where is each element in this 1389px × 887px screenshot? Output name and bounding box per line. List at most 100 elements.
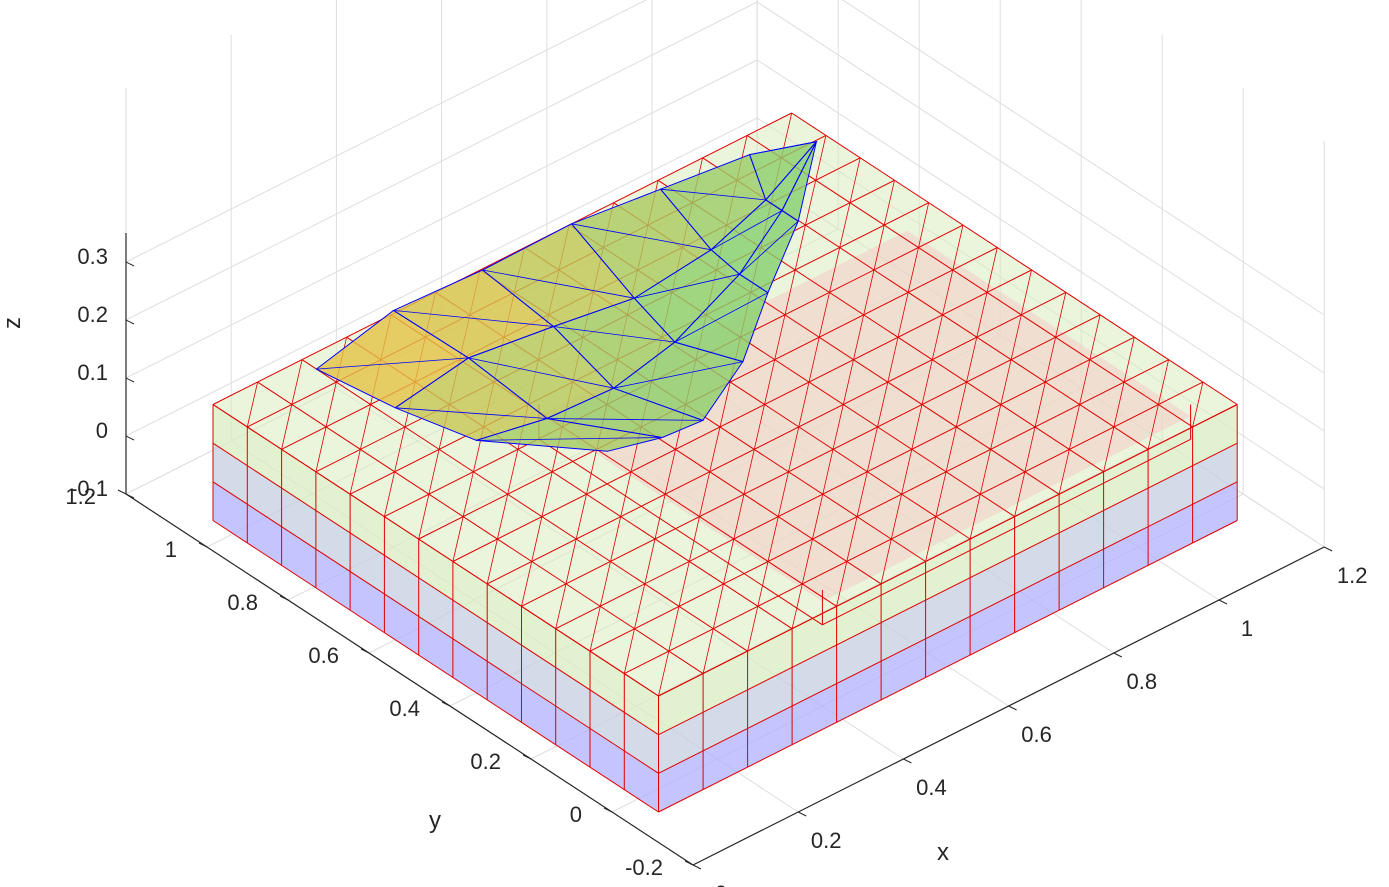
y-tick-mark	[522, 754, 532, 760]
box-mesh-line	[1010, 314, 1022, 360]
x-tick-label: 1	[1241, 616, 1253, 641]
surface-mesh-line	[482, 269, 635, 299]
y-tick-mark	[603, 807, 613, 813]
box-mesh-line	[1103, 426, 1115, 472]
box-mesh-line	[1000, 359, 1012, 405]
box-mesh-line	[942, 269, 954, 315]
box-mesh-line	[709, 426, 721, 472]
surface-mesh-line	[316, 357, 469, 370]
y-tick-label: 1.2	[65, 484, 96, 509]
surface-mesh-line	[765, 141, 817, 201]
grid-line	[125, 117, 758, 437]
surface-mesh-line	[395, 407, 548, 419]
x-tick-mark	[692, 864, 702, 870]
x-tick-mark	[1323, 546, 1333, 552]
x-tick-mark	[1008, 705, 1017, 711]
box-mesh-line	[658, 520, 1238, 813]
box-mesh-line	[384, 471, 395, 517]
z-tick-mark	[125, 493, 135, 499]
box-mesh-line	[808, 337, 820, 383]
box-mesh-line	[1024, 426, 1036, 472]
box-mesh-line	[969, 494, 981, 540]
box-mesh-line	[829, 247, 841, 293]
box-mesh-line	[979, 449, 991, 495]
surface-mesh-line	[711, 210, 783, 251]
box-mesh-line	[658, 481, 1238, 774]
box-mesh-line	[462, 471, 474, 517]
box-mesh-line	[791, 112, 1238, 405]
box-mesh-line	[883, 180, 895, 226]
box-mesh-line	[712, 583, 724, 629]
z-tick-label: 0.2	[77, 302, 108, 327]
box-mesh-line	[856, 471, 868, 517]
box-mesh-line	[897, 292, 909, 338]
box-mesh-line	[1044, 337, 1056, 383]
y-tick-mark	[684, 860, 694, 866]
box-mesh-line	[1055, 292, 1067, 338]
box-mesh-line	[521, 314, 1101, 607]
box-mesh-line	[658, 651, 670, 697]
box-mesh-line	[767, 516, 779, 562]
box-mesh	[212, 112, 1238, 813]
z-tick-mark	[125, 435, 135, 441]
box-mesh-line	[764, 359, 776, 405]
box-mesh-line	[620, 471, 632, 517]
box-mesh-line	[1069, 404, 1080, 450]
box-mesh-line	[918, 202, 930, 248]
box-mesh-line	[952, 225, 964, 271]
box-mesh-line	[555, 583, 567, 629]
surface-mesh-line	[393, 310, 554, 327]
surface-mesh-line	[546, 418, 703, 421]
y-tick-label: 0.2	[470, 749, 501, 774]
y-tick-label: 1	[165, 537, 177, 562]
x-tick-label: 1.2	[1337, 563, 1368, 588]
grid-line	[125, 1, 758, 321]
x-tick-mark	[1218, 599, 1228, 605]
surface-mesh	[315, 140, 818, 452]
z-tick-mark	[125, 261, 135, 267]
box-mesh-line	[842, 359, 854, 405]
box-mesh-line	[890, 494, 902, 540]
box-mesh-line	[877, 382, 889, 427]
box-mesh-line	[925, 516, 937, 562]
box-mesh-line	[798, 382, 810, 427]
box-mesh-line	[702, 628, 714, 674]
box-mesh-line	[1034, 382, 1046, 427]
surface-mesh-line	[468, 357, 614, 389]
y-tick-label: 0.8	[227, 590, 258, 615]
box-mesh-line	[1147, 404, 1159, 450]
box-mesh-line	[733, 494, 745, 540]
box-mesh-line	[815, 135, 827, 181]
box-mesh-line	[863, 269, 875, 315]
box-mesh-line	[360, 404, 371, 450]
box-mesh-line	[1113, 382, 1125, 427]
box-mesh-line	[1079, 359, 1091, 405]
box-mesh-line	[757, 561, 769, 607]
box-mesh-line	[575, 494, 587, 540]
surface-mesh-line	[553, 326, 675, 343]
y-tick-mark	[441, 701, 451, 707]
z-tick-label: -0.1	[70, 476, 108, 501]
y-tick-mark	[198, 542, 208, 548]
box-mesh-line	[791, 583, 803, 629]
box-face-front	[658, 443, 1238, 774]
tick-labels: 00.20.40.60.811.2-0.200.20.40.60.811.2-0…	[65, 244, 1367, 887]
box-mesh-line	[832, 404, 844, 450]
surface-mesh-line	[674, 292, 769, 343]
box-mesh-line	[658, 442, 1238, 736]
box-mesh-line	[866, 426, 878, 472]
box-mesh-line	[212, 520, 659, 813]
box-mesh-line	[599, 561, 611, 607]
box-mesh-line	[531, 516, 543, 562]
box-mesh-line	[452, 269, 1032, 562]
box-mesh-line	[586, 449, 598, 495]
x-tick-label: 0	[715, 881, 727, 887]
z-axis-label: z	[0, 317, 26, 329]
box-mesh-line	[849, 157, 861, 203]
x-tick-mark	[797, 811, 807, 817]
box-mesh-line	[794, 225, 806, 271]
box-mesh-line	[349, 449, 361, 495]
box-mesh-line	[452, 516, 464, 562]
box-mesh-line	[887, 337, 899, 383]
box-mesh-line	[418, 494, 430, 540]
